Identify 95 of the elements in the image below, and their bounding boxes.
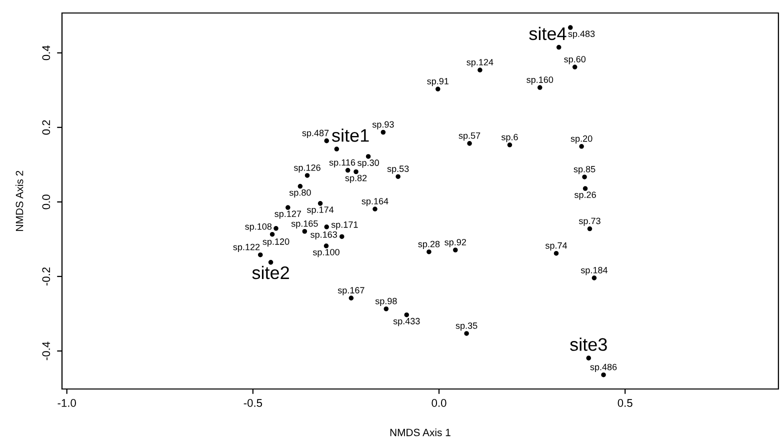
data-label: sp.184 [580, 266, 608, 276]
point [579, 144, 584, 149]
point [354, 169, 358, 174]
data-label: sp.6 [501, 134, 518, 142]
point [404, 312, 410, 318]
point [507, 142, 512, 148]
point [586, 356, 592, 360]
point [339, 234, 344, 239]
data-label: sp.487 [302, 130, 329, 138]
data-label: sp.85 [574, 166, 596, 174]
x-tick-label: -1.0 [58, 399, 76, 407]
point [298, 184, 303, 189]
data-label: sp.57 [458, 132, 480, 141]
y-tick-label: -0.2 [42, 267, 50, 286]
data-label: sp.100 [312, 248, 340, 258]
data-label: sp.93 [372, 121, 394, 130]
x-tick-label: 0.5 [618, 399, 632, 407]
data-label: sp.80 [289, 189, 311, 198]
data-label: sp.167 [338, 287, 364, 296]
point [556, 44, 562, 50]
x-tick-label: -0.5 [244, 399, 262, 407]
y-tick-label: 0.2 [42, 120, 50, 135]
point [286, 205, 290, 210]
data-label: sp.483 [568, 30, 595, 39]
data-label: sp.26 [574, 192, 596, 200]
point [270, 232, 275, 237]
point [348, 296, 354, 300]
point [258, 252, 263, 258]
x-tick-label: 0.0 [432, 399, 446, 407]
point [554, 250, 559, 256]
data-label: site4 [529, 26, 566, 40]
data-label: sp.120 [262, 238, 290, 247]
point [537, 85, 542, 90]
data-label: sp.108 [245, 223, 272, 232]
point [452, 248, 458, 252]
point [582, 186, 588, 191]
point [372, 206, 378, 212]
data-label: sp.98 [375, 298, 397, 306]
point [568, 25, 573, 30]
data-label: sp.116 [329, 159, 356, 168]
data-label: sp.82 [345, 174, 367, 184]
data-label: sp.20 [570, 135, 592, 144]
point [582, 174, 587, 180]
y-tick-label: 0.4 [42, 45, 50, 60]
data-label: sp.92 [444, 238, 466, 248]
point [464, 331, 469, 336]
point [478, 68, 482, 72]
data-label: site1 [332, 128, 369, 142]
point [366, 154, 371, 159]
data-label: sp.160 [526, 76, 554, 85]
point [324, 224, 330, 230]
data-label: sp.122 [233, 244, 260, 252]
data-label: sp.126 [294, 164, 320, 173]
point [304, 173, 310, 178]
data-label: sp.174 [306, 206, 334, 215]
point [396, 174, 400, 179]
data-label: sp.91 [427, 78, 448, 86]
point [318, 201, 323, 206]
data-label: sp.171 [331, 221, 358, 230]
y-tick-label: 0.0 [42, 194, 50, 210]
data-label: sp.53 [387, 166, 409, 174]
data-label: sp.73 [578, 218, 600, 226]
y-tick-label: -0.4 [42, 342, 50, 360]
data-label: sp.60 [564, 56, 586, 64]
data-label: sp.28 [418, 240, 440, 250]
data-label: sp.35 [456, 322, 478, 331]
point [380, 130, 386, 135]
point [572, 64, 578, 70]
point [334, 146, 340, 152]
y-axis-title: NMDS Axis 2 [16, 170, 24, 231]
data-label: sp.164 [362, 198, 388, 206]
point [436, 86, 440, 92]
point [601, 372, 606, 378]
point [268, 260, 274, 265]
data-label: sp.30 [358, 160, 379, 168]
data-label: site2 [252, 266, 289, 280]
point [467, 141, 472, 146]
data-label: sp.165 [291, 220, 318, 229]
point [345, 168, 350, 173]
point [274, 226, 278, 231]
point [324, 244, 329, 248]
data-label: sp.74 [545, 242, 568, 251]
point [426, 249, 432, 254]
data-label: sp.127 [274, 210, 302, 219]
point [587, 226, 592, 232]
point [384, 306, 389, 312]
point [592, 276, 597, 280]
x-axis-title: NMDS Axis 1 [390, 428, 450, 436]
data-label: site3 [570, 338, 607, 351]
point [302, 228, 308, 234]
data-label: sp.124 [466, 58, 494, 68]
data-label: sp.433 [393, 318, 420, 326]
data-label: sp.486 [590, 364, 617, 372]
data-label: sp.163 [310, 231, 337, 240]
point [324, 138, 330, 144]
